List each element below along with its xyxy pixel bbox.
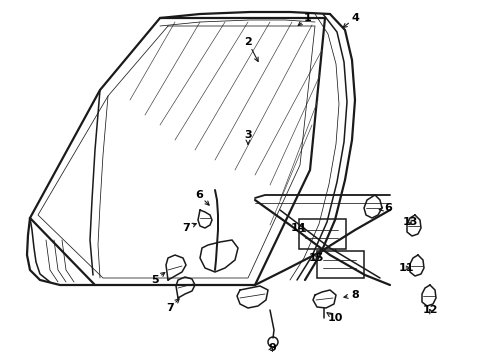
- Text: 7: 7: [182, 223, 190, 233]
- Text: 4: 4: [351, 13, 359, 23]
- Text: 10: 10: [327, 313, 343, 323]
- Text: 12: 12: [422, 305, 438, 315]
- FancyBboxPatch shape: [299, 219, 346, 249]
- Text: 3: 3: [244, 130, 252, 140]
- Text: 2: 2: [244, 37, 252, 47]
- Text: 6: 6: [384, 203, 392, 213]
- Text: 5: 5: [151, 275, 159, 285]
- Text: 6: 6: [195, 190, 203, 200]
- Text: 14: 14: [290, 223, 306, 233]
- Text: 13: 13: [402, 217, 417, 227]
- Text: 1: 1: [304, 13, 312, 23]
- Text: 11: 11: [398, 263, 414, 273]
- Text: 7: 7: [166, 303, 174, 313]
- Text: 9: 9: [268, 343, 276, 353]
- FancyBboxPatch shape: [317, 251, 364, 278]
- Text: 8: 8: [351, 290, 359, 300]
- Text: 15: 15: [308, 253, 324, 263]
